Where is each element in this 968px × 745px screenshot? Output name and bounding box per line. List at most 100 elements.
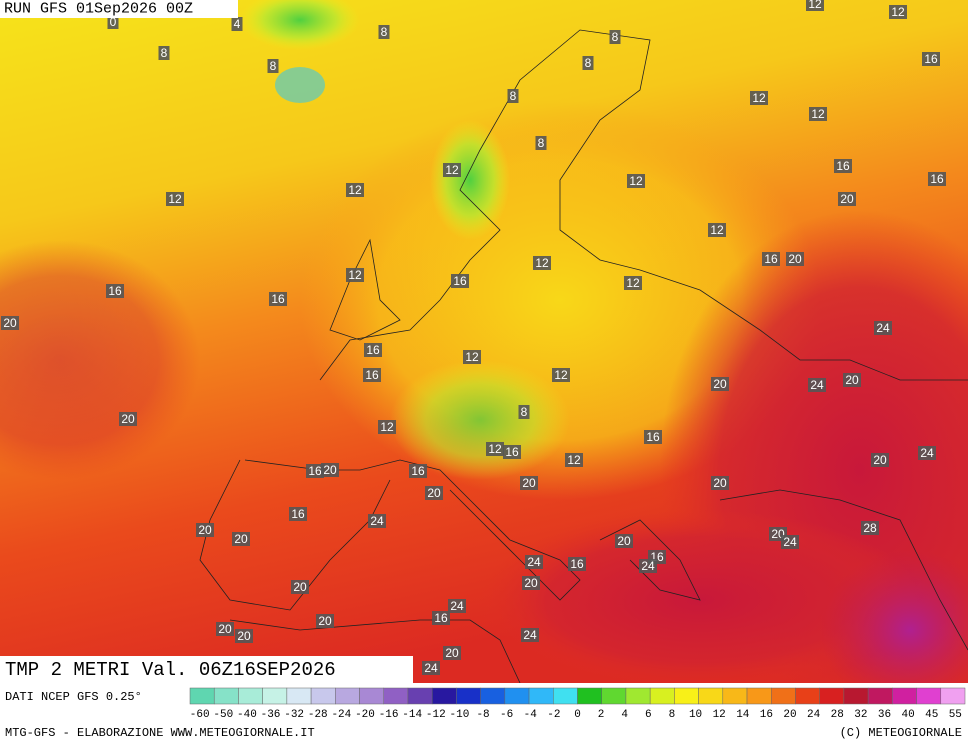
copyright: (C) METEOGIORNALE — [840, 726, 962, 740]
scale-tick-label: -50 — [213, 709, 233, 721]
isotherm-label-box — [708, 223, 726, 237]
scale-swatch — [189, 687, 215, 705]
isotherm-label: 8 — [510, 89, 517, 103]
isotherm-label-box — [306, 464, 324, 478]
isotherm-label: 12 — [348, 183, 362, 197]
isotherm-label-box — [422, 661, 440, 675]
scale-tick-label: -40 — [237, 709, 257, 721]
scale-tick-label: -20 — [355, 709, 375, 721]
isotherm-label: 16 — [366, 343, 380, 357]
isotherm-label-box — [196, 523, 214, 537]
isotherm-label-box — [119, 412, 137, 426]
isotherm-label: 20 — [524, 576, 538, 590]
scale-tick-label: 28 — [831, 709, 844, 721]
scale-tick-label: 32 — [854, 709, 867, 721]
isotherm-label-box — [409, 464, 427, 478]
scale-tick-label: -28 — [308, 709, 328, 721]
isotherm-label: 20 — [427, 486, 441, 500]
scale-swatch — [480, 687, 506, 705]
scale-swatch — [722, 687, 748, 705]
isotherm-label: 12 — [348, 268, 362, 282]
scale-swatch — [649, 687, 675, 705]
isotherm-label-box — [231, 17, 243, 31]
scale-tick-label: 45 — [925, 709, 938, 721]
isotherm-label-box — [107, 15, 119, 29]
isotherm-label-box — [762, 252, 780, 266]
scale-swatch — [843, 687, 869, 705]
scale-swatch — [577, 687, 602, 705]
isotherm-label: 16 — [108, 284, 122, 298]
scale-tick-label: 10 — [689, 709, 702, 721]
isotherm-label-box — [834, 159, 852, 173]
scale-swatch — [625, 687, 651, 705]
isotherm-label: 20 — [318, 614, 332, 628]
isotherm-label-box — [520, 476, 538, 490]
scale-swatch — [819, 687, 845, 705]
isotherm-label-box — [535, 136, 547, 150]
isotherm-label: 20 — [713, 377, 727, 391]
isotherm-label: 20 — [840, 192, 854, 206]
scale-tick-label: 4 — [621, 709, 628, 721]
scale-swatch — [892, 687, 917, 705]
isotherm-label: 20 — [323, 463, 337, 477]
scale-swatch — [456, 687, 481, 705]
isotherm-label: 8 — [612, 30, 619, 44]
isotherm-label-box — [525, 555, 543, 569]
isotherm-label-box — [928, 172, 946, 186]
isotherm-label-box — [786, 252, 804, 266]
scale-swatch — [504, 687, 530, 705]
isotherm-label-box — [781, 535, 799, 549]
isotherm-label: 8 — [521, 405, 528, 419]
isotherm-label-box — [291, 580, 309, 594]
isotherm-label-box — [363, 368, 381, 382]
isotherm-label: 12 — [535, 256, 549, 270]
isotherm-label: 8 — [161, 46, 168, 60]
isotherm-label: 16 — [646, 430, 660, 444]
run-label: RUN GFS 01Sep2026 00Z — [4, 1, 193, 18]
isotherm-label: 12 — [811, 107, 825, 121]
isotherm-label-box — [235, 629, 253, 643]
isotherm-label: 24 — [641, 559, 655, 573]
scale-swatch — [238, 687, 263, 705]
isotherm-label: 20 — [788, 252, 802, 266]
isotherm-label-box — [267, 59, 279, 73]
field-title: TMP 2 METRI Val. 06Z16SEP2026 — [5, 659, 336, 681]
isotherm-label: 20 — [198, 523, 212, 537]
scale-swatch — [867, 687, 893, 705]
scale-tick-label: -8 — [476, 709, 489, 721]
scale-tick-label: 8 — [669, 709, 676, 721]
isotherm-label: 12 — [380, 420, 394, 434]
isotherm-label-box — [861, 521, 879, 535]
isotherm-label: 20 — [218, 622, 232, 636]
isotherm-label-box — [346, 268, 364, 282]
source-label: DATI NCEP GFS 0.25° — [5, 690, 142, 704]
isotherm-label: 12 — [710, 223, 724, 237]
scale-tick-label: 12 — [713, 709, 726, 721]
isotherm-label: 16 — [505, 445, 519, 459]
scale-swatch — [310, 687, 336, 705]
isotherm-label-box — [1, 316, 19, 330]
isotherm-label: 16 — [291, 507, 305, 521]
isotherm-label-box — [627, 174, 645, 188]
isotherm-label: 24 — [783, 535, 797, 549]
isotherm-label: 20 — [873, 453, 887, 467]
isotherm-label-box — [378, 420, 396, 434]
isotherm-label-box — [158, 46, 170, 60]
scale-swatch — [335, 687, 360, 705]
scale-swatch — [262, 687, 288, 705]
isotherm-label: 16 — [764, 252, 778, 266]
isotherm-label: 20 — [293, 580, 307, 594]
isotherm-label-box — [838, 192, 856, 206]
isotherm-label: 24 — [450, 599, 464, 613]
isotherm-label-box — [518, 405, 530, 419]
isotherm-label: 16 — [271, 292, 285, 306]
scale-swatch — [383, 687, 409, 705]
isotherm-label-box — [889, 5, 907, 19]
isotherm-label: 16 — [411, 464, 425, 478]
isotherm-label: 0 — [110, 15, 117, 29]
isotherm-label-box — [346, 183, 364, 197]
isotherm-label: 28 — [863, 521, 877, 535]
isotherm-label-box — [552, 368, 570, 382]
isotherm-label-box — [918, 446, 936, 460]
